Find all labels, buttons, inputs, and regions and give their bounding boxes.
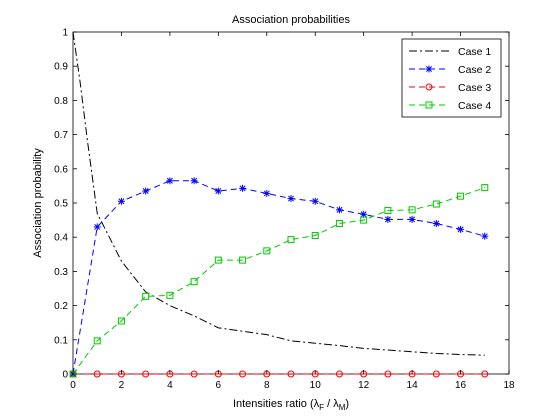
x-axis-label-separator: / (324, 398, 333, 410)
legend-case-4-marker (425, 101, 433, 109)
chart-title: Association probabilities (232, 14, 351, 26)
series-case-4-point (457, 192, 465, 200)
series-case-3-point (239, 370, 247, 378)
series-case-2-point (457, 225, 465, 233)
x-axis-label-subscript-2: M (339, 403, 346, 412)
y-axis-label: Association probability (32, 148, 44, 258)
series-case-2-point (239, 184, 247, 192)
series-case-2-point (384, 215, 392, 223)
series-case-2-point (481, 232, 489, 240)
x-tick-label: 10 (310, 380, 322, 391)
series-case-4-point (117, 317, 125, 325)
series-case-4-point (263, 247, 271, 255)
series-case-2-point (263, 189, 271, 197)
legend-case-1-label: Case 1 (458, 46, 491, 58)
series-case-4-point (311, 231, 319, 239)
y-tick-label: 0.4 (54, 233, 68, 244)
series-case-2-point (408, 215, 416, 223)
series-case-3-point (481, 370, 489, 378)
x-tick-label: 8 (264, 380, 270, 391)
series-case-4-point (384, 207, 392, 215)
y-tick-label: 0.2 (54, 301, 68, 312)
series-case-4-line (72, 187, 485, 375)
series-case-3-point (93, 370, 101, 378)
y-tick-label: 0.6 (54, 164, 68, 175)
x-tick-label: 12 (358, 380, 370, 391)
series-case-4-point (481, 184, 489, 192)
y-tick-label: 0.5 (54, 199, 68, 210)
x-tick-label: 4 (167, 380, 173, 391)
series-case-1-line (72, 31, 485, 356)
x-axis-label-lambda-1: λ (314, 398, 320, 410)
legend-case-2-marker (425, 65, 433, 73)
series-case-2-point (190, 177, 198, 185)
x-tick-label: 0 (70, 380, 76, 391)
series-case-2-point (142, 187, 150, 195)
series-case-3-point (432, 370, 440, 378)
legend-box (401, 38, 502, 118)
x-axis-label-prefix: Intensities ratio ( (233, 398, 314, 410)
x-axis-label-suffix: ) (345, 398, 349, 410)
y-tick-label: 0.7 (54, 130, 68, 141)
series-case-2-point (166, 177, 174, 185)
series-case-3-point (335, 370, 343, 378)
x-tick-label: 6 (216, 380, 222, 391)
x-axis-label-subscript-1: F (319, 403, 324, 412)
x-axis-label-lambda-2: λ (333, 398, 339, 410)
series-case-2-point (93, 223, 101, 231)
y-tick-label: 1 (62, 28, 68, 39)
legend: Case 1 Case 2 Case 3 Case 4 (401, 38, 502, 118)
series-case-4-point (360, 216, 368, 224)
series-case-3-point (384, 370, 392, 378)
y-tick-label: 0.1 (54, 335, 68, 346)
series-case-4-point (166, 291, 174, 299)
legend-case-3-label: Case 3 (458, 82, 491, 94)
series-layer (69, 31, 489, 378)
y-tick-label: 0.9 (54, 62, 68, 73)
series-case-3-point (287, 370, 295, 378)
x-tick-label: 14 (407, 380, 419, 391)
y-tick-label: 0.3 (54, 267, 68, 278)
series-case-2-point (214, 187, 222, 195)
series-case-2-point (432, 220, 440, 228)
legend-case-2-label: Case 2 (458, 64, 491, 76)
series-case-4-point (432, 200, 440, 208)
series-case-4-point (239, 256, 247, 264)
series-case-2-point (117, 197, 125, 205)
series-case-3-point (190, 370, 198, 378)
series-case-4-point (287, 236, 295, 244)
series-case-4-point (408, 206, 416, 214)
series-case-4-point (214, 256, 222, 264)
x-tick-label: 18 (503, 380, 515, 391)
legend-case-3-marker (425, 83, 433, 91)
x-tick-label: 2 (119, 380, 125, 391)
series-case-4-point (93, 337, 101, 345)
x-axis-label: Intensities ratio (λF / λM) (233, 398, 349, 412)
legend-case-4-label: Case 4 (458, 100, 491, 112)
series-case-2-point (335, 206, 343, 214)
x-tick-label: 16 (455, 380, 467, 391)
series-case-3-point (142, 370, 150, 378)
series-case-4-point (142, 292, 150, 300)
series-case-2-point (287, 195, 295, 203)
axes: 0 2 4 6 8 10 12 14 16 18 0 0.1 0.2 0.3 0.4 0.5 0.6 0.7 0.8… (54, 28, 515, 392)
y-tick-label: 0.8 (54, 96, 68, 107)
series-case-4-point (190, 278, 198, 286)
series-case-4-point (335, 220, 343, 228)
y-tick-label: 0 (62, 370, 68, 381)
series-case-2-point (311, 197, 319, 205)
